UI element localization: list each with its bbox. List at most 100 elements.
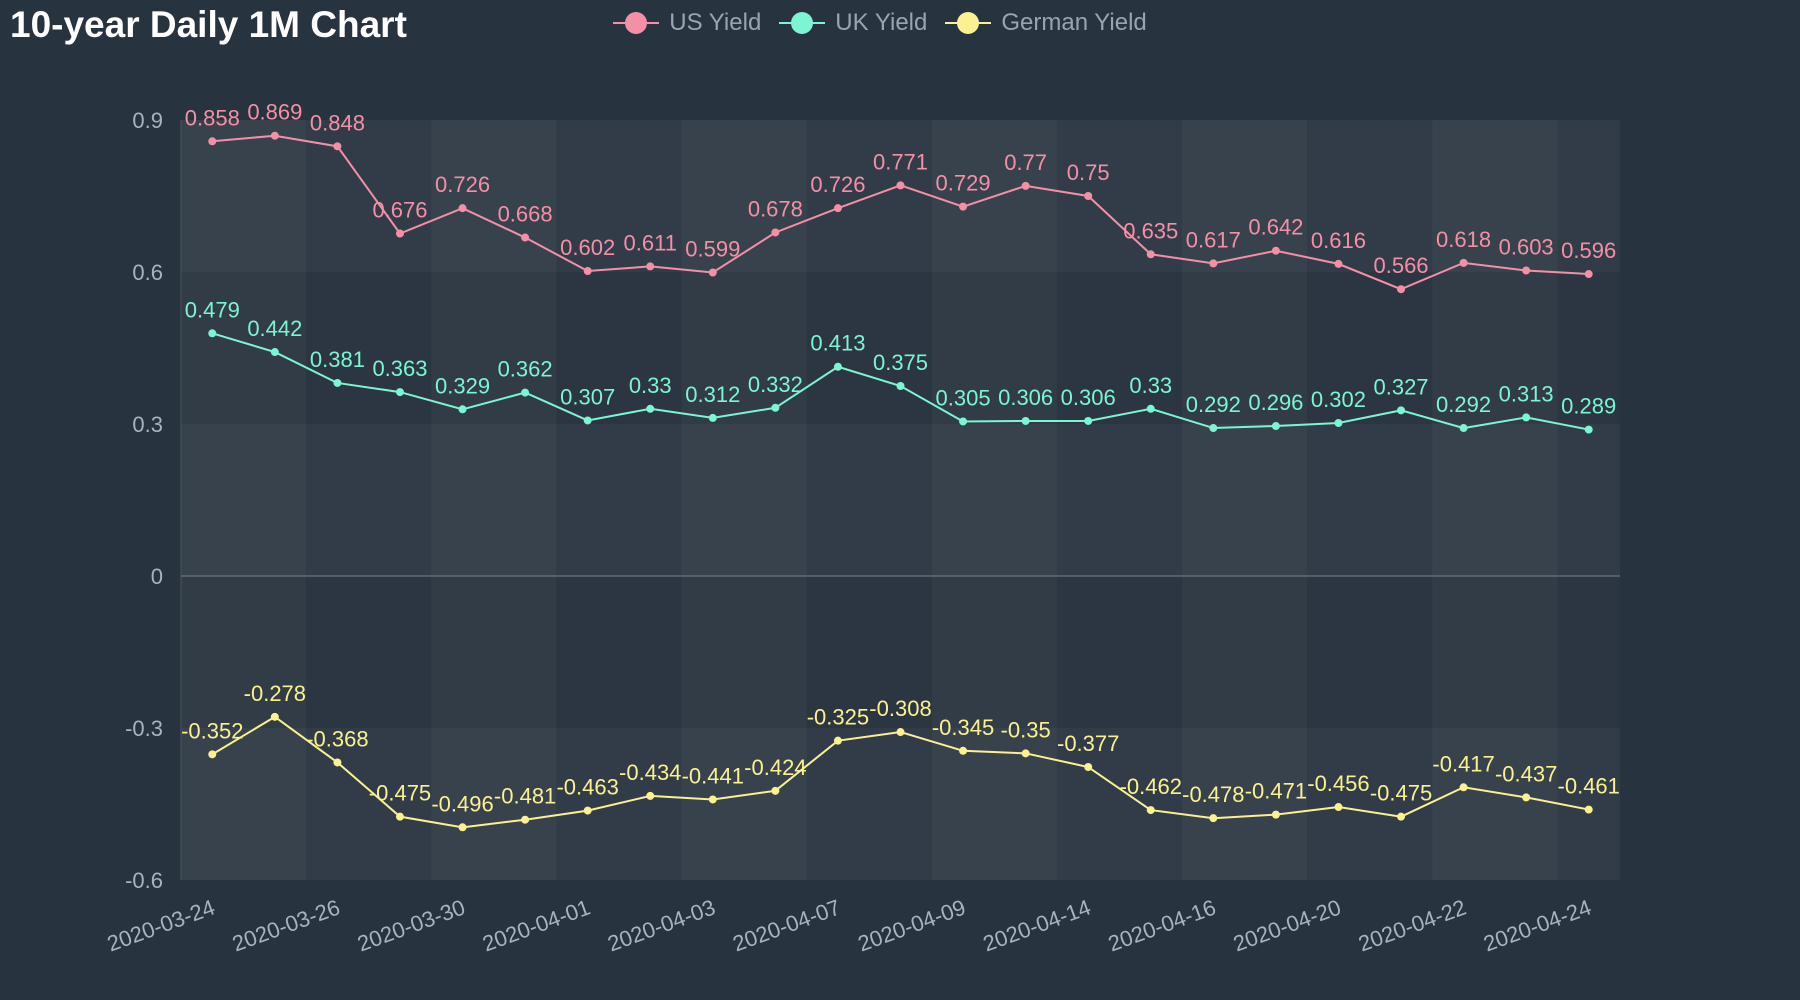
- data-point: [458, 405, 467, 414]
- data-label: 0.726: [435, 172, 490, 197]
- data-point: [1584, 425, 1593, 434]
- x-tick-label: 2020-03-26: [229, 894, 343, 956]
- data-point: [708, 268, 717, 277]
- data-label: 0.33: [1129, 373, 1172, 398]
- x-tick-label: 2020-04-03: [604, 894, 718, 956]
- data-point: [583, 266, 592, 275]
- data-label: -0.308: [869, 696, 931, 721]
- data-label: -0.345: [932, 715, 994, 740]
- data-label: 0.362: [498, 357, 553, 382]
- data-label: 0.312: [685, 382, 740, 407]
- data-point: [270, 712, 279, 721]
- data-point: [583, 416, 592, 425]
- y-tick-label: -0.3: [125, 716, 163, 741]
- data-point: [708, 413, 717, 422]
- data-point: [1209, 424, 1218, 433]
- data-point: [395, 229, 404, 238]
- data-point: [771, 403, 780, 412]
- data-point: [1584, 805, 1593, 814]
- v-band: [431, 120, 556, 880]
- data-label: 0.332: [748, 372, 803, 397]
- data-label: -0.462: [1120, 774, 1182, 799]
- data-label: 0.306: [998, 385, 1053, 410]
- data-label: 0.363: [372, 356, 427, 381]
- data-point: [1522, 413, 1531, 422]
- data-point: [896, 181, 905, 190]
- data-point: [1584, 270, 1593, 279]
- data-label: -0.352: [181, 718, 243, 743]
- data-label: -0.481: [494, 784, 556, 809]
- data-label: 0.616: [1311, 228, 1366, 253]
- data-point: [896, 382, 905, 390]
- data-point: [959, 417, 968, 426]
- data-label: 0.726: [810, 172, 865, 197]
- legend-item-uk-yield[interactable]: UK Yield: [779, 9, 927, 37]
- data-point: [521, 233, 530, 242]
- data-label: -0.424: [744, 755, 806, 780]
- y-tick-label: 0: [151, 564, 163, 589]
- data-point: [1459, 258, 1468, 267]
- data-label: -0.437: [1495, 761, 1557, 786]
- data-label: -0.475: [369, 781, 431, 806]
- data-point: [1459, 783, 1468, 792]
- data-point: [771, 786, 780, 795]
- y-tick-label: -0.6: [125, 868, 163, 893]
- data-label: 0.617: [1186, 227, 1241, 252]
- data-point: [1146, 404, 1155, 413]
- data-point: [458, 823, 467, 832]
- data-point: [458, 204, 467, 213]
- data-label: 0.375: [873, 350, 928, 375]
- h-band: [181, 120, 1620, 272]
- data-label: 0.479: [185, 297, 240, 322]
- y-tick-label: 0.3: [132, 412, 163, 437]
- y-tick-label: 0.9: [132, 108, 163, 133]
- legend-swatch: [613, 10, 660, 36]
- x-tick-label: 2020-04-24: [1480, 894, 1594, 956]
- x-tick-label: 2020-03-30: [354, 894, 468, 956]
- series-german-yield: -0.352-0.278-0.368-0.475 -0.496 -0.481 -0.4…: [181, 681, 1620, 832]
- data-label: 0.566: [1373, 253, 1428, 278]
- legend-dot: [791, 11, 814, 34]
- data-label: 0.668: [498, 202, 553, 227]
- data-point: [959, 202, 968, 211]
- data-label: 0.381: [310, 347, 365, 372]
- data-label: 0.289: [1561, 394, 1616, 419]
- data-label: -0.478: [1182, 782, 1244, 807]
- legend-item-german-yield[interactable]: German Yield: [945, 8, 1147, 37]
- data-point: [521, 815, 530, 824]
- series-uk-yield: 0.479 0.442 0.381 0.363 0.329 0.362 0.307 0.33 0…: [185, 297, 1616, 434]
- data-label: 0.611: [624, 230, 677, 255]
- legend-swatch: [779, 10, 826, 36]
- data-point: [1522, 266, 1531, 275]
- data-point: [270, 348, 279, 357]
- data-label: -0.35: [1001, 717, 1051, 742]
- data-point: [708, 795, 717, 804]
- data-point: [583, 806, 592, 815]
- data-label: 0.771: [873, 149, 928, 174]
- data-label: 0.642: [1248, 215, 1303, 240]
- data-label: 0.618: [1436, 227, 1491, 252]
- legend-item-us-yield[interactable]: US Yield: [613, 9, 761, 37]
- legend-label: German Yield: [1001, 8, 1147, 36]
- data-point: [208, 137, 217, 146]
- data-point: [1021, 416, 1030, 425]
- data-point: [1146, 250, 1155, 259]
- data-label: 0.306: [1061, 385, 1116, 410]
- x-tick-label: 2020-04-20: [1230, 894, 1344, 956]
- data-point: [333, 758, 342, 767]
- data-point: [208, 329, 217, 338]
- data-point: [1334, 418, 1343, 427]
- data-point: [270, 131, 279, 140]
- data-point: [395, 388, 404, 397]
- data-point: [1084, 192, 1093, 200]
- data-label: 0.307: [560, 384, 615, 409]
- data-point: [896, 728, 905, 737]
- x-tick-label: 2020-03-24: [104, 894, 218, 956]
- data-point: [1334, 259, 1343, 268]
- data-label: -0.475: [1370, 781, 1432, 806]
- data-point: [333, 378, 342, 387]
- data-label: 0.599: [685, 237, 740, 262]
- data-label: 0.603: [1499, 234, 1554, 259]
- x-tick-label: 2020-04-01: [479, 894, 593, 956]
- x-tick-label: 2020-04-16: [1105, 894, 1219, 956]
